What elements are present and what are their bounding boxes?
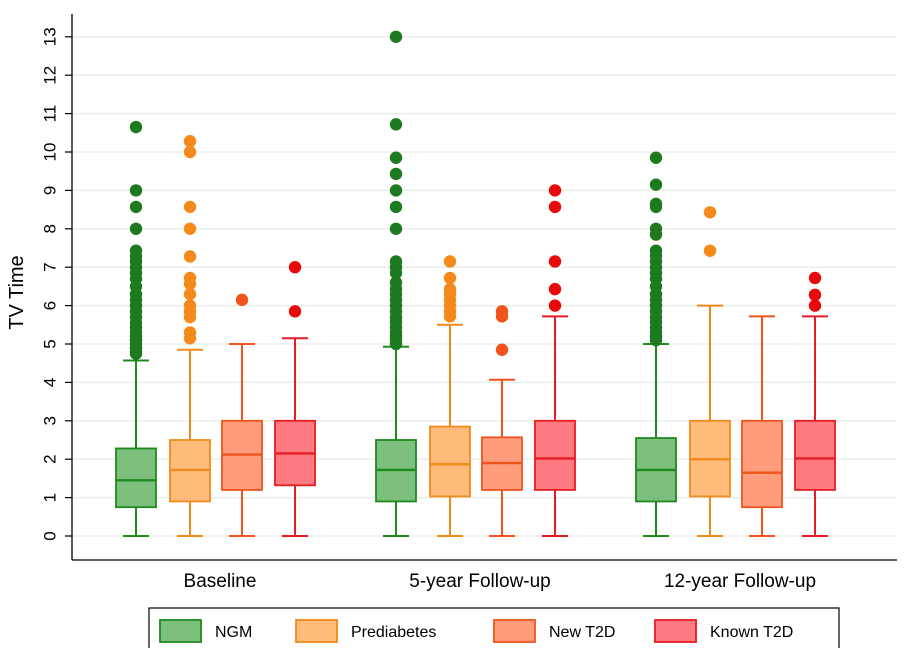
group-label: Baseline (184, 571, 257, 592)
box-prediabetes (429, 255, 471, 537)
outlier-point (288, 261, 302, 274)
outlier-point (183, 326, 197, 339)
outlier-point (235, 293, 249, 307)
outlier-point (548, 282, 562, 296)
box-iqr (429, 425, 471, 498)
outlier-point (495, 305, 509, 318)
outlier-point (703, 206, 717, 219)
y-tick-label: 10 (41, 143, 60, 162)
outlier-point (183, 287, 197, 301)
y-tick-label: 6 (41, 301, 60, 310)
outlier-point (649, 222, 663, 235)
outlier-point (495, 343, 509, 356)
outlier-point (129, 184, 143, 197)
box-iqr (534, 419, 576, 491)
legend: NGM Prediabetes New T2D Known T2D (148, 607, 840, 648)
box-iqr (741, 419, 783, 509)
outlier-point (443, 282, 457, 296)
outlier-point (389, 200, 403, 214)
group-label: 12-year Follow-up (664, 571, 816, 592)
outlier-point (389, 30, 403, 43)
y-tick-label: 8 (41, 224, 60, 233)
outlier-point (389, 118, 403, 131)
outlier-point (808, 299, 822, 312)
y-tick-label: 2 (41, 454, 60, 463)
box-known-t2d (794, 271, 836, 537)
outlier-point (389, 167, 403, 181)
outlier-point (808, 288, 822, 302)
outlier-point (649, 178, 663, 191)
outlier-point (288, 305, 302, 318)
box-prediabetes (169, 135, 211, 537)
legend-item: Known T2D (654, 619, 793, 643)
y-axis-title: TV Time (6, 255, 28, 329)
outlier-point (548, 299, 562, 312)
legend-label: NGM (215, 624, 252, 641)
gridlines (72, 36, 897, 537)
y-tick-label: 4 (41, 378, 60, 387)
outlier-point (443, 271, 457, 285)
outlier-point (183, 299, 197, 312)
legend-label: New T2D (549, 624, 615, 641)
x-axis: Baseline 5-year Follow-up 12-year Follow-u… (72, 559, 897, 592)
box-new-t2d (741, 315, 783, 537)
y-tick-label: 13 (41, 27, 60, 46)
outlier-point (548, 255, 562, 268)
box-iqr (794, 419, 836, 491)
y-tick-label: 1 (41, 493, 60, 502)
outlier-point (649, 244, 663, 257)
y-tick-label: 5 (41, 339, 60, 348)
box-new-t2d (481, 305, 523, 537)
legend-item: Prediabetes (295, 619, 436, 643)
outlier-point (649, 151, 663, 164)
outlier-point (389, 222, 403, 235)
outlier-point (129, 120, 143, 134)
box-prediabetes (689, 206, 731, 537)
box-known-t2d (534, 184, 576, 537)
legend-swatch (654, 619, 697, 643)
outlier-point (389, 276, 403, 289)
y-tick-label: 3 (41, 416, 60, 425)
y-tick-label: 7 (41, 262, 60, 271)
y-tick-label: 0 (41, 531, 60, 540)
box-known-t2d (274, 261, 316, 537)
legend-label: Prediabetes (351, 624, 436, 641)
outlier-point (183, 271, 197, 285)
outlier-point (129, 222, 143, 235)
outlier-point (649, 197, 663, 211)
outlier-point (548, 184, 562, 197)
outlier-point (389, 184, 403, 197)
outlier-point (183, 200, 197, 214)
outlier-point (129, 244, 143, 257)
box-ngm (115, 120, 157, 537)
group-label: 5-year Follow-up (409, 571, 551, 592)
y-tick-label: 9 (41, 186, 60, 195)
outlier-point (183, 135, 197, 148)
outlier-point (183, 222, 197, 235)
outlier-point (183, 145, 197, 159)
outlier-point (548, 200, 562, 214)
box-ngm (375, 30, 417, 537)
legend-swatch (159, 619, 202, 643)
outlier-point (389, 255, 403, 268)
legend-item: NGM (159, 619, 252, 643)
legend-swatch (295, 619, 338, 643)
outlier-point (703, 244, 717, 257)
y-tick-label: 11 (41, 105, 60, 123)
box-iqr (115, 447, 157, 509)
y-tick-label: 12 (41, 66, 60, 85)
outlier-point (183, 250, 197, 263)
box-new-t2d (221, 293, 263, 537)
legend-label: Known T2D (710, 624, 793, 641)
outlier-point (443, 255, 457, 268)
box-series (115, 30, 836, 537)
outlier-point (129, 200, 143, 214)
outlier-point (389, 151, 403, 164)
box-ngm (635, 151, 677, 537)
outlier-point (808, 271, 822, 285)
legend-item: New T2D (493, 619, 615, 643)
legend-swatch (493, 619, 536, 643)
